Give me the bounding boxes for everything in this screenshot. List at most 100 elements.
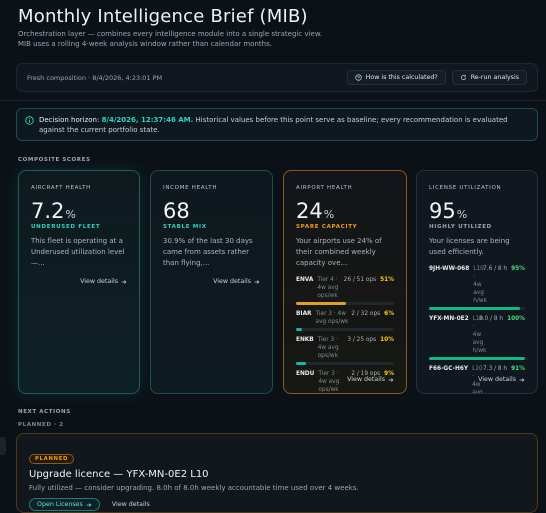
score-value: 95	[429, 199, 456, 223]
row-meta: Tier 4 · 4w avg ops/wk	[317, 277, 339, 299]
card-title: AIRPORT HEALTH	[296, 185, 353, 191]
arrow-icon	[388, 377, 394, 382]
arrow-icon	[254, 279, 260, 284]
row-percent: 6%	[384, 311, 394, 317]
status-label: SPARE CAPACITY	[296, 224, 358, 230]
row-line: ENVA Tier 4 · 4w avg ops/wk 26 / 51 ops 51%	[296, 276, 394, 300]
progress-fill	[296, 328, 302, 331]
score: 68	[163, 199, 260, 223]
status-text: Fresh composition · 8/4/2026, 4:23:01 PM	[27, 73, 163, 82]
score-value: 68	[163, 199, 190, 223]
card-description: This fleet is operating at a Underused u…	[31, 237, 125, 267]
usage-row: BIAR Tier 3 · 4w avg ops/wk 2 / 32 ops 6%	[296, 310, 394, 331]
row-line: BIAR Tier 3 · 4w avg ops/wk 2 / 32 ops 6%	[296, 310, 394, 326]
link-label: View details	[80, 278, 118, 285]
row-name: BIAR	[296, 311, 312, 317]
side-tab	[0, 437, 6, 455]
link-label: View details	[478, 376, 516, 383]
section-subheading: PLANNED · 2	[18, 422, 64, 428]
help-button[interactable]: How is this calculated?	[346, 70, 446, 85]
row-value: 7.6 / 8 h	[483, 266, 508, 272]
arrow-icon	[519, 377, 525, 382]
usage-row: ENKB Tier 3 · 4w avg ops/wk 3 / 25 ops 10%	[296, 336, 394, 365]
score: 95%	[429, 199, 525, 223]
row-name: F66-GC-H6Y	[429, 366, 469, 372]
score-card: AIRCRAFT HEALTH 7.2% UNDERUSED FLEET This f…	[18, 170, 140, 394]
action-description: Fully utilized — consider upgrading. 8.0…	[29, 484, 359, 492]
section-heading: COMPOSITE SCORES	[18, 157, 91, 163]
view-details-link[interactable]: View details	[31, 278, 127, 285]
card-title: AIRCRAFT HEALTH	[31, 185, 91, 191]
rerun-button[interactable]: Re-run analysis	[451, 70, 527, 85]
row-name: 9JH-WW-068	[429, 266, 470, 272]
row-meta: L10 · 4w avg h/wk	[472, 366, 483, 394]
usage-row: ENVA Tier 4 · 4w avg ops/wk 26 / 51 ops 51%	[296, 276, 394, 305]
progress-track	[296, 328, 394, 331]
notice-timestamp: 8/4/2026, 12:37:46 AM.	[101, 116, 194, 124]
row-percent: 100%	[507, 316, 525, 322]
page-title: Monthly Intelligence Brief (MIB)	[18, 6, 308, 27]
progress-fill	[429, 307, 521, 310]
progress-fill	[296, 302, 346, 305]
section-heading: NEXT ACTIONS	[18, 409, 71, 415]
row-list: ENVA Tier 4 · 4w avg ops/wk 26 / 51 ops 51%…	[296, 276, 394, 393]
notice-label: Decision horizon:	[39, 116, 100, 124]
row-percent: 51%	[380, 277, 394, 283]
row-meta: Tier 3 · 4w avg ops/wk	[315, 311, 349, 325]
arrow-icon	[121, 279, 127, 284]
page: Monthly Intelligence Brief (MIB) Orchest…	[0, 6, 546, 513]
card-description: Your licenses are being used efficiently…	[429, 237, 510, 256]
card-description: Your airports use 24% of their combined …	[296, 237, 382, 267]
progress-track	[296, 362, 394, 365]
page-description: Orchestration layer — combines every int…	[18, 30, 323, 48]
progress-fill	[429, 357, 525, 360]
row-name: ENDU	[296, 371, 315, 377]
row-line: ENKB Tier 3 · 4w avg ops/wk 3 / 25 ops 10%	[296, 336, 394, 360]
row-value: 7.3 / 8 h	[483, 366, 508, 372]
row-name: YFX-MN-0E2	[429, 316, 469, 322]
progress-track	[429, 357, 525, 360]
row-percent: 95%	[511, 266, 525, 272]
score-value: 7.2	[31, 199, 65, 223]
status-label: UNDERUSED FLEET	[31, 224, 101, 230]
row-name: ENKB	[296, 337, 314, 343]
score-value: 24	[296, 199, 323, 223]
usage-row: ENDU Tier 3 · 4w avg ops/wk 2 / 19 ops 9%	[296, 370, 394, 393]
status-bar: Fresh composition · 8/4/2026, 4:23:01 PM…	[16, 63, 538, 92]
score: 24%	[296, 199, 394, 223]
row-value: 2 / 32 ops	[351, 311, 381, 317]
link-label: View details	[347, 376, 385, 383]
row-meta: L10 · 4w avg h/wk	[473, 266, 487, 304]
view-details-link[interactable]: View details	[347, 376, 394, 383]
row-value: 26 / 51 ops	[343, 277, 377, 283]
action-title: Upgrade licence — YFX-MN-0E2 L10	[29, 469, 209, 480]
notice-text: Historical values before this point serv…	[39, 116, 508, 134]
card-title: INCOME HEALTH	[163, 185, 218, 191]
status-label: STABLE MIX	[163, 224, 207, 230]
divider	[0, 100, 546, 101]
row-value: 3 / 25 ops	[347, 337, 377, 343]
refresh-icon	[460, 74, 466, 80]
row-value: 2 / 19 ops	[351, 371, 381, 377]
row-value: 8.0 / 8 h	[479, 316, 504, 322]
button-label: Open Licenses	[37, 501, 83, 508]
row-meta: L10 · 4w avg h/wk	[472, 316, 487, 354]
view-details-link[interactable]: View details	[478, 376, 525, 383]
action-card: PLANNED Upgrade licence — YFX-MN-0E2 L10…	[16, 433, 538, 513]
card-description: 30.9% of the last 30 days came from asse…	[163, 237, 253, 267]
button-label: Re-run analysis	[470, 74, 519, 81]
progress-track	[296, 302, 394, 305]
status-label: HIGHLY UTILIZED	[429, 224, 492, 230]
row-line: YFX-MN-0E2 L10 · 4w avg h/wk 8.0 / 8 h 100%	[429, 315, 525, 355]
button-label: View details	[111, 501, 150, 508]
usage-row: YFX-MN-0E2 L10 · 4w avg h/wk 8.0 / 8 h 100%	[429, 315, 525, 360]
view-details-link[interactable]: View details	[163, 278, 260, 285]
card-title: LICENSE UTILIZATION	[429, 185, 502, 191]
progress-fill	[296, 362, 306, 365]
button-label: How is this calculated?	[365, 74, 438, 81]
score-unit: %	[323, 208, 335, 221]
row-percent: 91%	[511, 366, 525, 372]
row-percent: 9%	[384, 371, 394, 377]
